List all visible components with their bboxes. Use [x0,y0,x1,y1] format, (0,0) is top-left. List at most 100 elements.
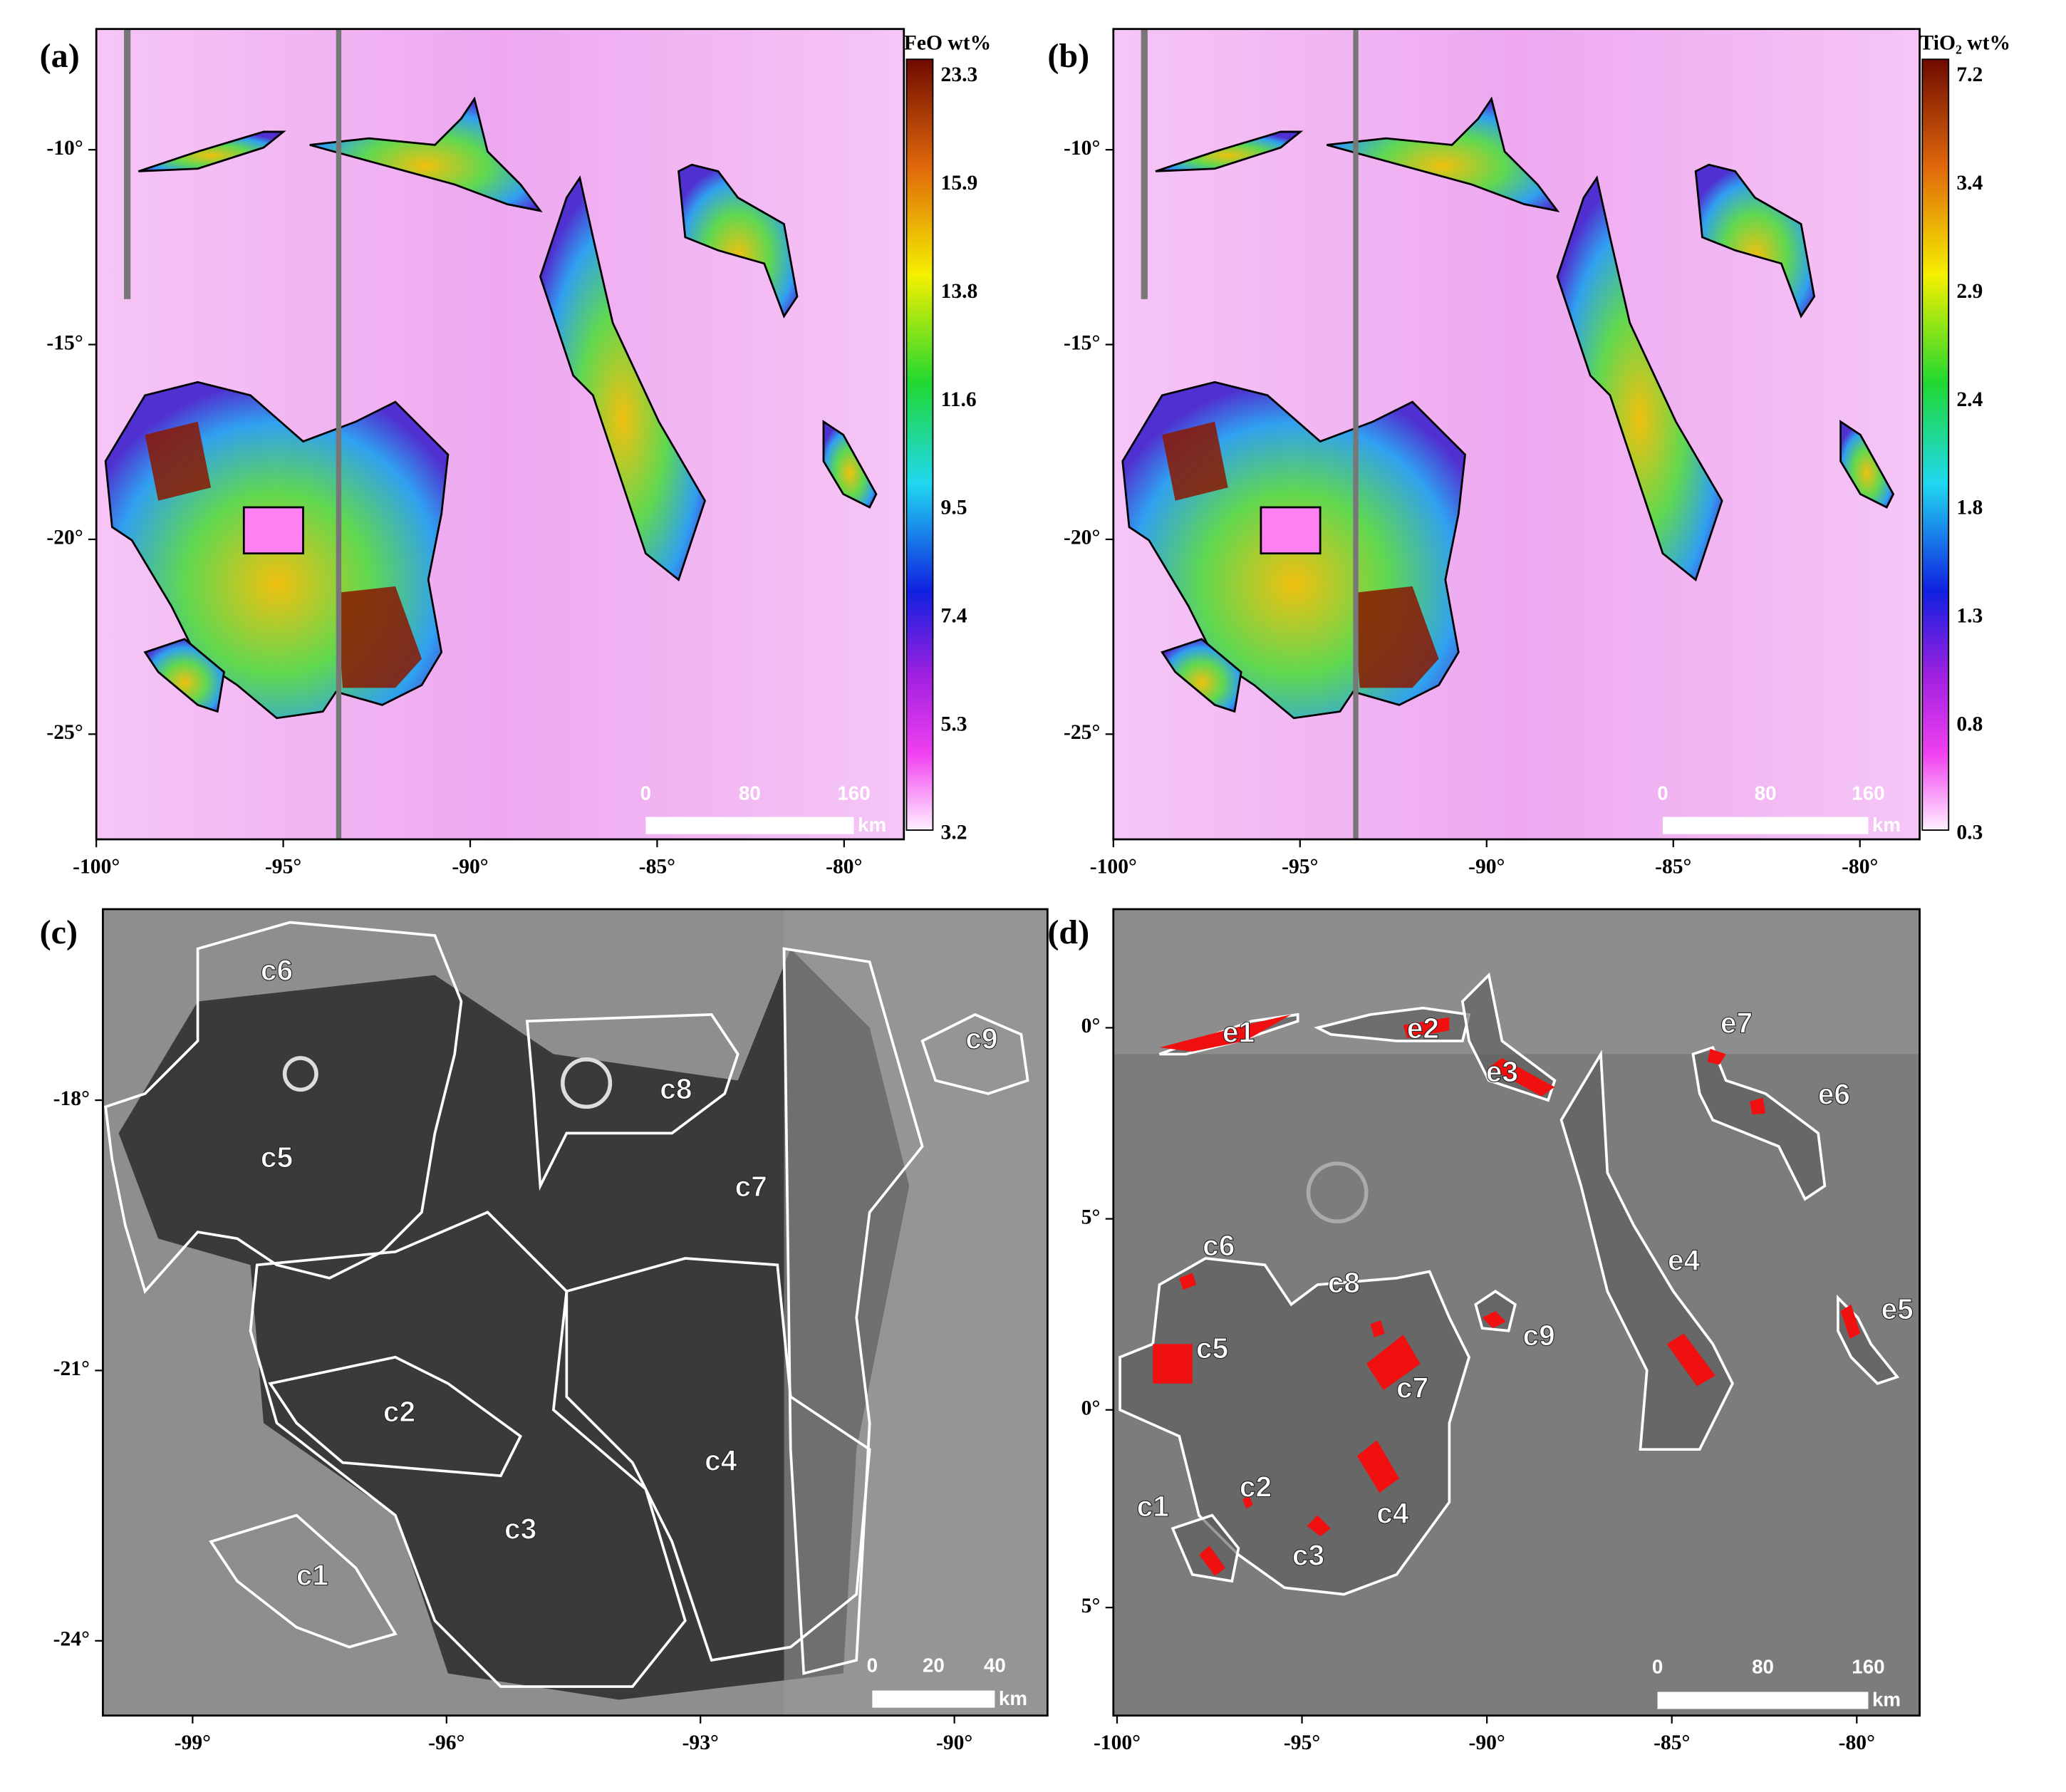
scale-bar-label: 0 [640,782,651,804]
mare-unit [143,638,226,713]
sample-area [1403,1017,1450,1039]
high-abundance [1162,421,1228,501]
map: c6 c5 c8 c9 c7 c2 c4 c3 c1 [103,908,1048,1716]
mare-unit [1839,420,1895,509]
data-gap [336,29,342,839]
unit-outline [268,1355,522,1478]
region-label: c4 [1376,1496,1409,1529]
region-label: c8 [1328,1266,1360,1299]
mare-unit [1556,175,1723,582]
colorbar-tick-label: 0.8 [1956,713,1983,735]
sample-area [1242,1495,1253,1509]
scale-bar [1657,1692,1869,1709]
sample-area [1153,1344,1193,1384]
sample-area [1307,1515,1331,1537]
colorbar-tick-label: 11.6 [941,388,977,411]
unit-outline [249,1211,687,1688]
unit-outline [209,1513,398,1649]
unit-outline [525,1013,739,1191]
sample-area [1199,1545,1225,1576]
scale-bar-unit: km [1872,1689,1901,1711]
y-tick-label: 0° [1081,1015,1101,1037]
unit-outline [920,1012,1029,1095]
x-tick-label: -95° [265,855,301,878]
colorbar-tick-label: 2.4 [1956,388,1983,411]
map: e1 e2 e3 e7 e6 e4 e5 c6 c8 c5 c9 c7 c2 c1 c4 c3 [1113,908,1920,1716]
panel-label: (a) [40,37,80,75]
x-tick-label: -80° [826,855,862,878]
region-label: c6 [261,954,293,987]
region-label: e5 [1881,1293,1913,1325]
scale-bar-unit: km [858,814,886,836]
y-tick-label: -18° [53,1087,90,1110]
crater [282,1056,318,1092]
high-abundance [145,421,212,501]
sample-area [1179,1273,1197,1290]
scale-bar-label: 40 [984,1654,1006,1677]
mare-unit [1161,638,1242,713]
mare-unit [1694,163,1816,318]
x-tick-label: -93° [682,1731,719,1754]
y-tick-label: -20° [46,527,83,549]
scale-bar-label: 160 [1852,1655,1884,1677]
map-frame [1112,28,1921,841]
x-tick-label: -100° [1094,1731,1141,1754]
y-tick-label: -10° [1064,137,1100,160]
colorbar-tick-label: 3.2 [941,821,967,844]
map-frame [1112,908,1921,1717]
unit-outline [1460,972,1557,1102]
colorbar-tick-label: 3.4 [1956,172,1983,195]
scale-bar-label: 0 [1657,782,1668,804]
colorbar-tick-label: 1.8 [1956,497,1983,519]
region-label: c1 [1137,1490,1169,1523]
x-tick-label: -85° [1655,855,1691,878]
map-frame [95,28,905,841]
region-label: e4 [1668,1243,1701,1276]
colorbar-title: FeO wt% [904,32,991,55]
sample-area [1750,1097,1766,1115]
unit-outline [1118,1257,1471,1596]
scale-bar-label: 80 [739,782,761,804]
y-tick-label: -25° [46,721,83,744]
region-label: c5 [261,1141,293,1174]
scale-bar-label: 160 [837,782,870,804]
mare-unit [822,420,878,509]
y-tick-label: 5° [1081,1595,1101,1617]
y-tick-label: -21° [53,1357,90,1380]
colorbar-tick-label: 7.2 [1956,63,1983,86]
region-label: c1 [296,1558,328,1591]
y-tick-label: 5° [1081,1206,1101,1228]
y-tick-label: 0° [1081,1397,1101,1419]
x-tick-label: -80° [1839,1731,1875,1754]
x-tick-label: -90° [1468,855,1505,878]
unit-outline [104,921,463,1294]
tile-seam [784,908,1048,1716]
sample-area [1370,1320,1385,1338]
scale-bar-label: 20 [923,1654,945,1677]
colorbar-tick-label: 15.9 [941,172,978,195]
colorbar-tick-label: 23.3 [941,63,978,86]
colorbar-tick-label: 13.8 [941,280,978,303]
crater [561,1057,613,1109]
mare-unit [309,96,543,212]
region-label: c7 [735,1170,767,1203]
scale-bar-label: 80 [1755,782,1777,804]
x-tick-label: -90° [936,1731,972,1754]
y-tick-label: -15° [1064,331,1100,354]
sample-area [1356,1440,1400,1493]
unit-boundary [1260,506,1322,555]
scale-bar-label: 160 [1852,782,1884,804]
mare-unit [1327,96,1560,212]
x-tick-label: -85° [639,855,675,878]
map [1113,29,1920,839]
y-tick-label: -10° [46,137,83,160]
x-tick-label: -100° [73,855,120,878]
unit-outline [565,1257,871,1662]
mare-unit [137,130,286,172]
map-frame [102,908,1049,1717]
sample-area [1482,1311,1506,1329]
region-label: c7 [1396,1372,1428,1404]
x-tick-label: -80° [1842,855,1878,878]
x-tick-label: -100° [1090,855,1137,878]
